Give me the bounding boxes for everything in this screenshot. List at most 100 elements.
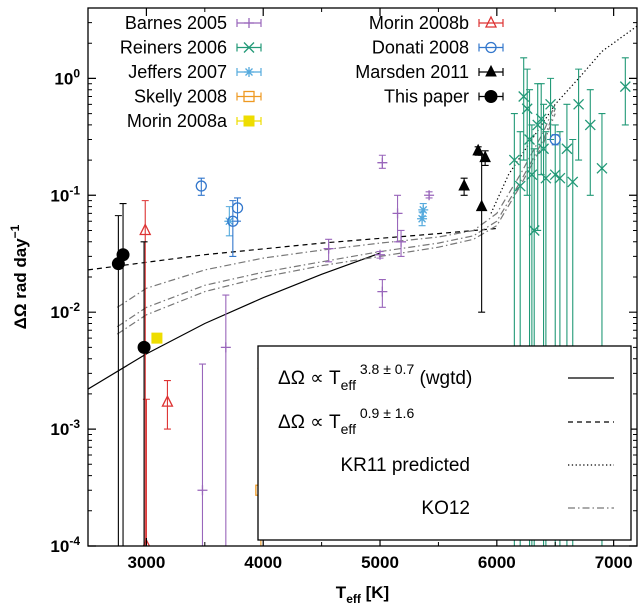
legend-label: Jeffers 2007 bbox=[128, 62, 227, 82]
legend-label: Reiners 2006 bbox=[120, 38, 227, 58]
data-point bbox=[396, 236, 407, 247]
legend-marker bbox=[485, 64, 497, 77]
error-bar bbox=[141, 200, 149, 546]
data-point bbox=[526, 169, 538, 181]
y-tick-label: 10-2 bbox=[50, 300, 80, 322]
data-point bbox=[584, 119, 596, 131]
data-point bbox=[220, 342, 231, 353]
error-bar bbox=[621, 57, 629, 126]
data-point bbox=[524, 134, 535, 145]
data-point bbox=[479, 150, 491, 163]
legend-label: Morin 2008b bbox=[369, 13, 469, 33]
y-tick-label: 10-4 bbox=[50, 534, 80, 556]
series-barnes-2005 bbox=[197, 154, 435, 546]
y-axis-label: ΔΩ rad day−1 bbox=[8, 224, 30, 329]
fit-line-kr11 bbox=[490, 25, 637, 214]
fit-line-ko12-1 bbox=[116, 108, 556, 328]
legend-marker bbox=[243, 90, 255, 103]
data-point bbox=[417, 213, 428, 224]
fit-line-fit2 bbox=[88, 227, 497, 271]
x-tick-label: 5000 bbox=[361, 553, 399, 572]
data-point bbox=[151, 332, 163, 344]
fit-legend-label: KR11 predicted bbox=[340, 455, 470, 476]
fit-legend-label: KO12 bbox=[421, 498, 470, 519]
series-jeffers-2007 bbox=[224, 202, 429, 237]
error-bar bbox=[114, 215, 122, 546]
data-point bbox=[475, 199, 488, 212]
legend-errorbar bbox=[236, 92, 262, 101]
data-point bbox=[231, 202, 244, 214]
fit-line-ko12-2 bbox=[116, 113, 556, 335]
data-point bbox=[549, 133, 561, 146]
legend-errorbar bbox=[478, 43, 504, 52]
x-tick-label: 6000 bbox=[478, 553, 516, 572]
error-bar bbox=[163, 380, 171, 430]
series-donati-2008 bbox=[195, 133, 561, 257]
data-point bbox=[458, 178, 470, 191]
legend-marker bbox=[485, 41, 497, 54]
data-point bbox=[596, 162, 608, 174]
legend-label: Skelly 2008 bbox=[134, 87, 227, 107]
data-point bbox=[538, 143, 550, 155]
data-point bbox=[567, 176, 579, 188]
y-tick-label: 10-3 bbox=[50, 417, 80, 439]
data-point bbox=[392, 208, 403, 219]
data-point bbox=[424, 190, 435, 201]
data-point bbox=[561, 143, 573, 155]
legend-marker bbox=[244, 67, 254, 77]
data-point bbox=[514, 180, 526, 192]
data-point bbox=[540, 172, 552, 184]
error-bar bbox=[586, 89, 594, 196]
legend-marker bbox=[484, 15, 498, 28]
data-point bbox=[139, 223, 152, 236]
error-bar bbox=[222, 294, 230, 546]
legend-errorbar bbox=[478, 19, 504, 27]
series-morin-2008a bbox=[151, 332, 163, 344]
legend-marker bbox=[484, 90, 498, 103]
legend-label: Donati 2008 bbox=[372, 38, 469, 58]
legend-label: This paper bbox=[384, 87, 469, 107]
data-point bbox=[619, 81, 631, 93]
data-point bbox=[323, 243, 334, 254]
legend-marker bbox=[244, 18, 254, 28]
y-tick-label: 10-1 bbox=[50, 183, 80, 205]
data-point bbox=[508, 154, 520, 166]
data-point bbox=[554, 172, 566, 184]
data-point bbox=[472, 143, 484, 156]
data-point bbox=[161, 394, 174, 407]
x-axis-label: Teff [K] bbox=[336, 583, 389, 606]
data-point bbox=[535, 113, 547, 125]
error-bar bbox=[234, 197, 242, 222]
legend-label: Morin 2008a bbox=[127, 111, 228, 131]
fit-line-fit1 bbox=[88, 252, 381, 390]
error-bar bbox=[198, 363, 206, 546]
data-point bbox=[521, 103, 533, 115]
data-point bbox=[377, 286, 388, 297]
data-point bbox=[377, 157, 388, 168]
data-point bbox=[195, 180, 207, 192]
y-tick-label: 100 bbox=[54, 66, 80, 88]
data-point bbox=[224, 216, 235, 227]
legend-marker bbox=[243, 42, 255, 53]
x-tick-label: 4000 bbox=[244, 553, 282, 572]
fit-legend-label: ΔΩ ∝ Teff 3.8 ± 0.7 (wgtd) bbox=[278, 361, 472, 393]
series-this-paper bbox=[111, 202, 151, 546]
fit-legend-label: ΔΩ ∝ Teff 0.9 ± 1.6 bbox=[278, 405, 414, 437]
x-tick-label: 7000 bbox=[595, 553, 633, 572]
series-marsden-2011 bbox=[458, 143, 491, 313]
data-point bbox=[573, 98, 585, 110]
error-bar bbox=[140, 241, 148, 546]
data-point bbox=[375, 249, 386, 260]
x-tick-label: 3000 bbox=[127, 553, 165, 572]
data-point bbox=[418, 204, 429, 215]
fit-line-ko12-0 bbox=[116, 104, 556, 308]
data-point bbox=[549, 169, 561, 181]
legend-label: Barnes 2005 bbox=[125, 13, 227, 33]
legend-label: Marsden 2011 bbox=[355, 62, 469, 82]
error-bar bbox=[575, 68, 583, 161]
series-morin-2008b bbox=[139, 200, 174, 546]
data-point bbox=[545, 98, 557, 110]
data-point bbox=[116, 248, 130, 262]
data-point bbox=[197, 485, 208, 496]
